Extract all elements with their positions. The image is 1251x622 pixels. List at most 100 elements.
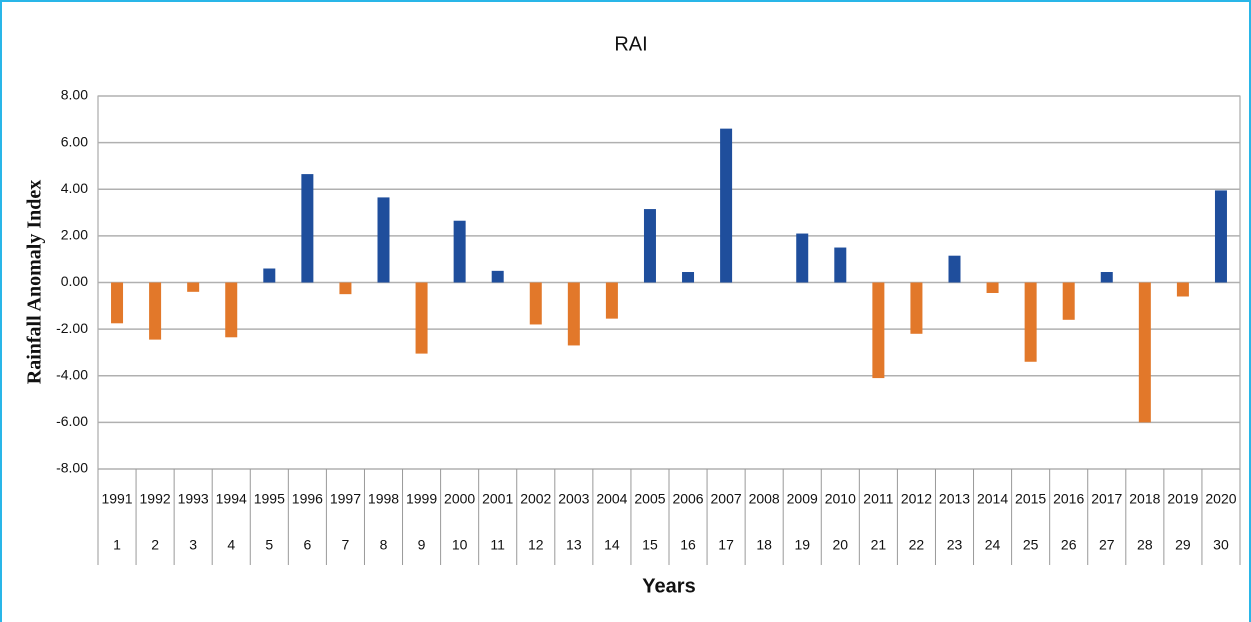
- x-tick-number: 11: [490, 537, 505, 553]
- chart-title: RAI: [614, 33, 647, 55]
- bar: [1062, 282, 1075, 320]
- bar: [948, 255, 961, 283]
- x-tick-label: 2012: [901, 491, 932, 507]
- x-tick-number: 15: [642, 537, 658, 553]
- x-tick-number: 14: [604, 537, 620, 553]
- x-tick-label: 2011: [863, 491, 893, 507]
- x-tick-label: 1992: [140, 491, 171, 507]
- x-tick-label: 2003: [558, 491, 589, 507]
- x-tick-number: 10: [452, 537, 468, 553]
- bar: [643, 209, 656, 283]
- x-tick-label: 2006: [672, 491, 703, 507]
- x-tick-label: 2013: [939, 491, 970, 507]
- x-tick-number: 19: [794, 537, 810, 553]
- bar: [1100, 272, 1113, 283]
- y-tick-label: -8.00: [56, 460, 88, 476]
- x-tick-label: 2016: [1053, 491, 1084, 507]
- bar: [263, 268, 276, 283]
- bar: [529, 282, 542, 325]
- x-tick-label: 2000: [444, 491, 475, 507]
- x-tick-label: 2007: [711, 491, 742, 507]
- bar: [377, 197, 390, 283]
- y-tick-label: 8.00: [61, 87, 88, 103]
- x-tick-number: 6: [303, 537, 311, 553]
- bar: [1138, 282, 1151, 423]
- bar: [1024, 282, 1037, 362]
- bar: [1214, 190, 1227, 283]
- bar: [339, 282, 352, 295]
- bar: [605, 282, 618, 319]
- bar: [453, 220, 466, 283]
- bar: [225, 282, 238, 338]
- x-tick-number: 7: [342, 537, 350, 553]
- x-tick-number: 2: [151, 537, 159, 553]
- x-tick-label: 1995: [254, 491, 285, 507]
- x-tick-number: 23: [947, 537, 963, 553]
- x-tick-label: 1996: [292, 491, 323, 507]
- x-tick-number: 12: [528, 537, 544, 553]
- x-tick-label: 1999: [406, 491, 437, 507]
- x-tick-label: 2005: [634, 491, 665, 507]
- bar: [111, 282, 124, 324]
- x-tick-label: 2008: [749, 491, 780, 507]
- x-tick-label: 2004: [596, 491, 627, 507]
- x-tick-number: 5: [265, 537, 273, 553]
- x-tick-number: 9: [418, 537, 426, 553]
- bar: [834, 247, 847, 283]
- y-tick-label: 6.00: [61, 133, 88, 149]
- x-tick-label: 2015: [1015, 491, 1046, 507]
- x-tick-number: 18: [756, 537, 772, 553]
- bar: [1176, 282, 1189, 297]
- x-tick-number: 4: [227, 537, 235, 553]
- y-axis-label: Rainfall Anomaly Index: [24, 180, 46, 384]
- x-tick-number: 8: [380, 537, 388, 553]
- x-tick-number: 3: [189, 537, 197, 553]
- x-tick-number: 26: [1061, 537, 1077, 553]
- x-tick-label: 2020: [1205, 491, 1236, 507]
- bar: [301, 174, 314, 283]
- x-tick-number: 17: [718, 537, 734, 553]
- bar: [187, 282, 200, 292]
- bar: [796, 233, 809, 283]
- y-tick-label: -6.00: [56, 413, 88, 429]
- y-tick-label: -4.00: [56, 366, 88, 382]
- x-tick-number: 21: [871, 537, 887, 553]
- y-tick-label: 2.00: [61, 227, 88, 243]
- x-tick-number: 22: [909, 537, 925, 553]
- x-tick-number: 29: [1175, 537, 1191, 553]
- x-tick-number: 1: [113, 537, 121, 553]
- bar: [720, 128, 733, 283]
- x-tick-label: 2018: [1129, 491, 1160, 507]
- x-tick-number: 16: [680, 537, 696, 553]
- x-tick-label: 1994: [216, 491, 247, 507]
- bar: [415, 282, 428, 354]
- x-tick-label: 2009: [787, 491, 818, 507]
- bar: [682, 272, 695, 283]
- x-tick-number: 24: [985, 537, 1001, 553]
- bar: [567, 282, 580, 346]
- bar: [986, 282, 999, 293]
- x-axis-label: Years: [642, 575, 695, 597]
- x-tick-number: 25: [1023, 537, 1039, 553]
- x-tick-label: 1991: [101, 491, 132, 507]
- y-tick-label: -2.00: [56, 320, 88, 336]
- x-tick-number: 30: [1213, 537, 1229, 553]
- y-tick-label: 4.00: [61, 180, 88, 196]
- x-tick-label: 1998: [368, 491, 399, 507]
- bar: [149, 282, 162, 340]
- x-tick-number: 13: [566, 537, 582, 553]
- x-tick-label: 2002: [520, 491, 551, 507]
- x-tick-label: 2010: [825, 491, 856, 507]
- x-tick-label: 2019: [1167, 491, 1198, 507]
- x-tick-number: 27: [1099, 537, 1115, 553]
- x-tick-number: 20: [833, 537, 849, 553]
- y-tick-label: 0.00: [61, 273, 88, 289]
- bar: [872, 282, 885, 379]
- bar: [910, 282, 923, 334]
- x-tick-label: 2014: [977, 491, 1008, 507]
- x-tick-label: 2017: [1091, 491, 1122, 507]
- x-tick-number: 28: [1137, 537, 1153, 553]
